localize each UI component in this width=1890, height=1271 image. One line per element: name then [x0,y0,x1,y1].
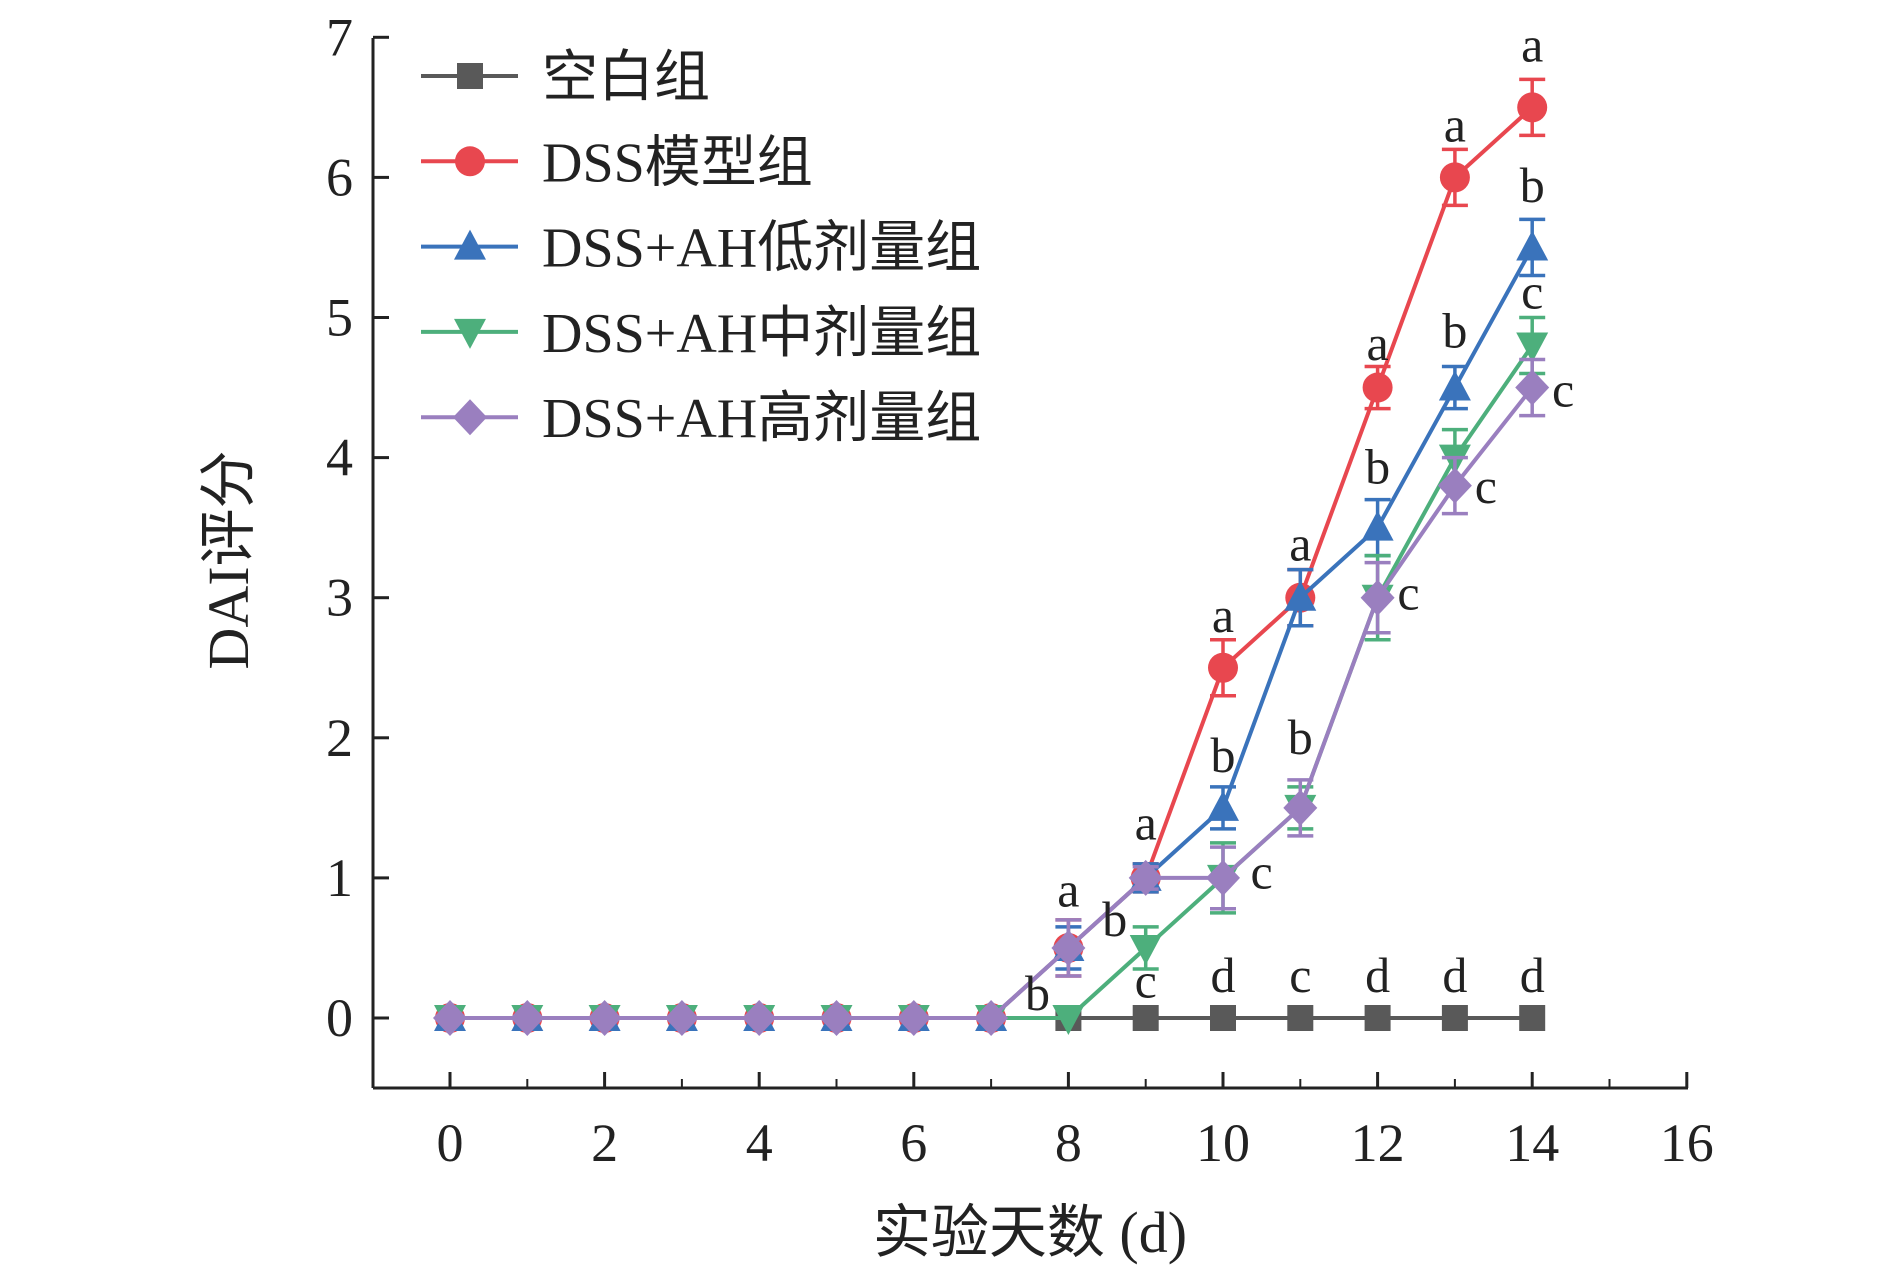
x-tick-label: 2 [591,1113,618,1173]
legend-label: 空白组 [542,47,710,109]
x-tick-label: 4 [746,1113,773,1173]
legend: 空白组 DSS模型组 DSS+AH低剂量组 DSS+AH中剂量组 DSS+AH高剂量组 [421,47,981,450]
legend-label: DSS模型组 [542,132,813,194]
data-point [974,1000,1009,1036]
legend-marker [454,318,486,349]
legend-marker [457,63,483,89]
legend-item: 空白组 [421,47,710,109]
data-point [664,1000,699,1036]
x-tick-label: 0 [437,1113,464,1173]
data-point [1207,790,1239,821]
data-point [1517,92,1548,123]
legend-label: DSS+AH中剂量组 [542,303,981,365]
x-tick-label: 10 [1196,1113,1250,1173]
data-point [1284,580,1317,611]
data-point [1361,510,1394,541]
x-tick-label: 14 [1505,1113,1559,1173]
significance-letter: a [1057,862,1079,918]
significance-letter: a [1366,315,1388,371]
series-4 [433,357,1550,1036]
data-point [1519,1005,1546,1031]
x-tick-label: 8 [1055,1113,1082,1173]
significance-letter: c [1289,947,1311,1003]
significance-letter: c [1552,361,1574,417]
significance-letter: a [1444,97,1466,153]
data-point [896,1000,931,1036]
plot-area [433,77,1550,1036]
y-tick-label: 3 [326,568,353,628]
significance-letter: a [1521,17,1543,73]
significance-letter: b [1365,438,1390,494]
x-tick-label: 6 [900,1113,927,1173]
data-point [1287,1005,1314,1031]
y-tick-label: 6 [326,147,353,207]
y-axis-label: DAI评分 [196,450,261,669]
data-point [1437,467,1472,504]
legend-marker [454,229,486,260]
data-point [1206,859,1240,896]
x-tick-label: 16 [1660,1113,1714,1173]
legend-item: DSS+AH高剂量组 [421,388,981,450]
legend-item: DSS+AH低剂量组 [421,218,981,280]
data-point [1441,1005,1468,1031]
legend-label: DSS+AH低剂量组 [542,218,981,280]
y-tick-label: 1 [326,848,353,908]
data-point [1052,1005,1085,1035]
significance-letter: d [1365,947,1390,1003]
data-point [1516,332,1549,363]
data-point [1360,579,1395,616]
data-point [742,1000,777,1036]
significance-letter: d [1520,947,1545,1003]
significance-letter: b [1520,157,1545,213]
data-point [1128,859,1163,896]
data-point [1439,162,1470,193]
x-tick-label: 12 [1351,1113,1405,1173]
y-tick-label: 7 [326,7,353,67]
data-point [510,1000,545,1036]
significance-letter: c [1251,843,1273,899]
significance-letter: b [1442,303,1467,359]
data-point [1132,1005,1159,1031]
data-point [587,1000,622,1036]
data-point [1051,929,1086,966]
significance-letter: c [1135,953,1157,1009]
data-point [1516,230,1549,261]
significance-letter: c [1521,263,1543,319]
significance-letter: c [1475,458,1497,514]
legend-label: DSS+AH高剂量组 [542,388,981,450]
legend-marker [455,146,485,177]
significance-letter: a [1212,587,1234,643]
significance-letter: a [1135,794,1157,850]
y-tick-label: 5 [326,288,353,348]
data-point [1129,934,1162,965]
data-point [1283,789,1318,826]
significance-letter: b [1025,965,1050,1021]
significance-letter: c [1397,564,1419,620]
data-point [1515,369,1550,406]
y-tick-label: 0 [326,988,353,1048]
data-point [819,1000,854,1036]
x-axis-label: 实验天数 (d) [873,1200,1187,1265]
y-tick-label: 2 [326,708,353,768]
data-point [1364,1005,1391,1031]
significance-letter: b [1288,709,1313,765]
data-point [1438,370,1471,401]
significance-letter: a [1289,515,1311,571]
data-point [1210,1005,1236,1031]
legend-item: DSS+AH中剂量组 [421,303,981,365]
y-tick-label: 4 [326,428,353,488]
significance-letter: d [1211,947,1236,1003]
legend-item: DSS模型组 [421,132,813,194]
significance-letter: b [1211,727,1236,783]
data-point [433,1000,467,1036]
data-point [1362,372,1393,403]
data-point [1208,652,1238,683]
legend-marker [453,399,487,436]
significance-letter: b [1102,891,1127,947]
significance-letter: d [1442,947,1467,1003]
